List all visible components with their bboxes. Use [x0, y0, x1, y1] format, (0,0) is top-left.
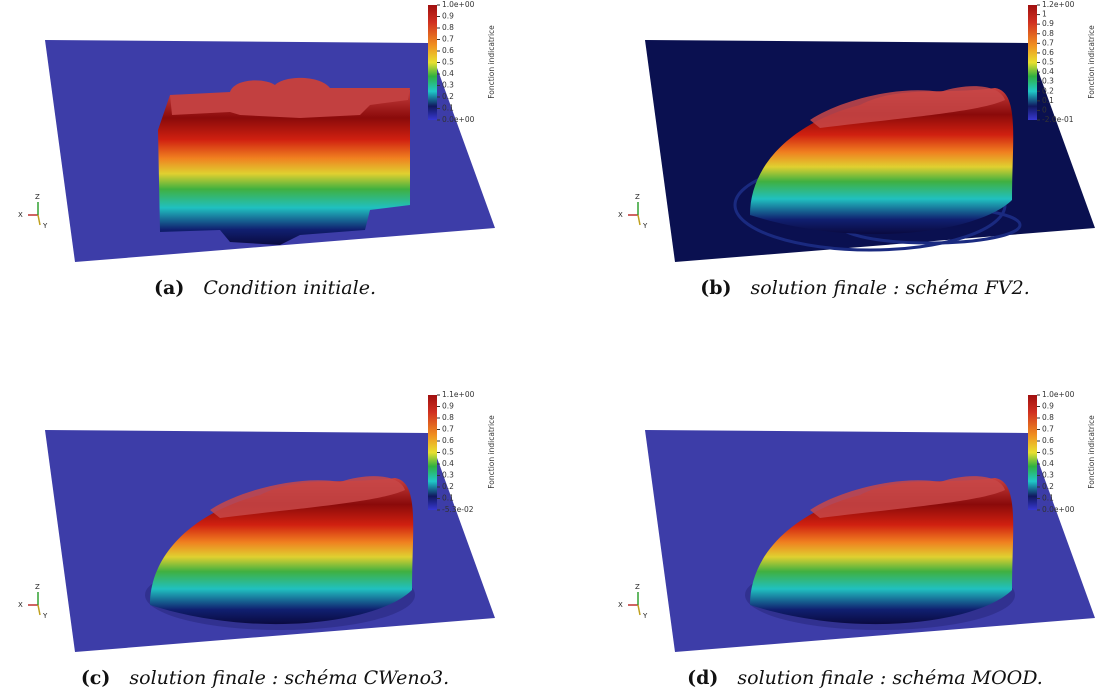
- colorbar-label: 0.1: [442, 104, 454, 113]
- caption-label: (d): [687, 667, 718, 689]
- colorbar-label: 0.8: [442, 413, 454, 422]
- caption: (b) solution finale : schéma FV2.: [700, 277, 1030, 299]
- colorbar-label: 0.6: [1042, 48, 1054, 57]
- axis-y: [37, 604, 41, 616]
- colorbar-label: 0.1: [1042, 494, 1054, 503]
- axis-label: Y: [642, 612, 648, 620]
- colorbar-label: 0.5: [1042, 58, 1054, 67]
- block-top: [170, 77, 410, 118]
- colorbar-label: 0.6: [442, 46, 454, 55]
- caption-space: [110, 667, 129, 689]
- axis-label: Z: [35, 193, 40, 201]
- colorbar-label: 0.7: [1042, 425, 1054, 434]
- axis-label: X: [18, 601, 23, 609]
- colorbar-label: 0.4: [442, 459, 454, 468]
- block-side: [158, 90, 410, 245]
- panel: 1.2e+0010.90.80.70.60.50.40.30.20.10-2.0…: [618, 0, 1096, 299]
- colorbar-label: 0.2: [442, 92, 454, 101]
- colorbar-label: 0.5: [442, 58, 454, 67]
- caption-label: (b): [700, 277, 731, 299]
- colorbar-label: 1.0e+00: [442, 0, 475, 9]
- colorbar-label: 1.2e+00: [1042, 0, 1075, 9]
- colorbar-label: 0.3: [442, 81, 454, 90]
- colorbar: [428, 395, 437, 510]
- axis-y: [37, 214, 41, 226]
- colorbar-label: 0.7: [1042, 38, 1054, 47]
- colorbar-label: 0.1: [442, 494, 454, 503]
- colorbar-label: 0.2: [1042, 86, 1054, 95]
- mound-top: [810, 476, 1005, 518]
- axis-label: Y: [42, 222, 48, 230]
- colorbar: [428, 5, 437, 120]
- colorbar-label: 0.3: [1042, 471, 1054, 480]
- colorbar: [1028, 395, 1037, 510]
- caption: (c) solution finale : schéma CWeno3.: [81, 667, 449, 689]
- colorbar-title: Fonction indicatrice: [1087, 25, 1096, 99]
- colorbar-label: 1.1e+00: [442, 390, 475, 399]
- caption-text: solution finale : schéma CWeno3.: [129, 667, 449, 689]
- colorbar-label: 0.9: [1042, 19, 1054, 28]
- colorbar-label: 0.8: [1042, 413, 1054, 422]
- colorbar-title: Fonction indicatrice: [487, 25, 496, 99]
- axis-y: [637, 604, 641, 616]
- colorbar-label: 0.9: [442, 12, 454, 21]
- colorbar-label: 0.7: [442, 425, 454, 434]
- axis-label: X: [618, 211, 623, 219]
- panel: 1.0e+00 0.9 0.8 0.7 0.6 0.5 0.4 0.3 0.2 0.1 0.0e+0…: [18, 0, 496, 299]
- colorbar-label: 0.2: [1042, 482, 1054, 491]
- axis-label: Z: [35, 583, 40, 591]
- panel: 1.0e+00 0.9 0.8 0.7 0.6 0.5 0.4 0.3 0.2 0.1 0.0e+0…: [618, 390, 1096, 689]
- caption-text: Condition initiale.: [203, 277, 376, 299]
- colorbar-label: 0.3: [1042, 77, 1054, 86]
- colorbar-label: 0.9: [1042, 402, 1054, 411]
- colorbar-label: 0.4: [1042, 67, 1054, 76]
- caption-text: solution finale : schéma FV2.: [751, 277, 1030, 299]
- colorbar: [1028, 5, 1037, 120]
- colorbar-label: 0.5: [1042, 448, 1054, 457]
- axis-y: [637, 214, 641, 226]
- colorbar-label: 1: [1042, 10, 1047, 19]
- colorbar-label: 0.5: [442, 448, 454, 457]
- colorbar-label: -2.0e-01: [1042, 115, 1074, 124]
- caption: (d) solution finale : schéma MOOD.: [687, 667, 1043, 689]
- axis-label: Y: [42, 612, 48, 620]
- colorbar-label: 0.4: [1042, 459, 1054, 468]
- axis-label: Y: [642, 222, 648, 230]
- colorbar-label: 0.1: [1042, 96, 1054, 105]
- colorbar-label: 0.8: [1042, 29, 1054, 38]
- colorbar-label: 0.9: [442, 402, 454, 411]
- colorbar-label: 0.0e+00: [1042, 505, 1075, 514]
- panel: 1.1e+00 0.9 0.8 0.7 0.6 0.5 0.4 0.3 0.2 0.1 -5.3e-…: [18, 390, 496, 689]
- colorbar-label: 0.8: [442, 23, 454, 32]
- caption-space: [718, 667, 737, 689]
- axis-label: Z: [635, 583, 640, 591]
- mound-top: [210, 476, 405, 518]
- caption-space: [732, 277, 751, 299]
- axis-label: X: [618, 601, 623, 609]
- colorbar-label: 0.6: [442, 436, 454, 445]
- colorbar-label: 0.6: [1042, 436, 1054, 445]
- colorbar-label: 0.0e+00: [442, 115, 475, 124]
- caption-text: solution finale : schéma MOOD.: [737, 667, 1042, 689]
- colorbar-label: 0.3: [442, 471, 454, 480]
- colorbar-title: Fonction indicatrice: [487, 415, 496, 489]
- axis-label: X: [18, 211, 23, 219]
- caption: (a) Condition initiale.: [154, 277, 376, 299]
- colorbar-title: Fonction indicatrice: [1087, 415, 1096, 489]
- mound-top: [810, 86, 1005, 128]
- caption-label: (a): [154, 277, 184, 299]
- axis-label: Z: [635, 193, 640, 201]
- colorbar-label: 0: [1042, 105, 1047, 114]
- caption-space: [184, 277, 203, 299]
- caption-label: (c): [81, 667, 111, 689]
- colorbar-label: 1.0e+00: [1042, 390, 1075, 399]
- colorbar-label: 0.4: [442, 69, 454, 78]
- colorbar-label: 0.7: [442, 35, 454, 44]
- colorbar-label: 0.2: [442, 482, 454, 491]
- colorbar-label: -5.3e-02: [442, 505, 474, 514]
